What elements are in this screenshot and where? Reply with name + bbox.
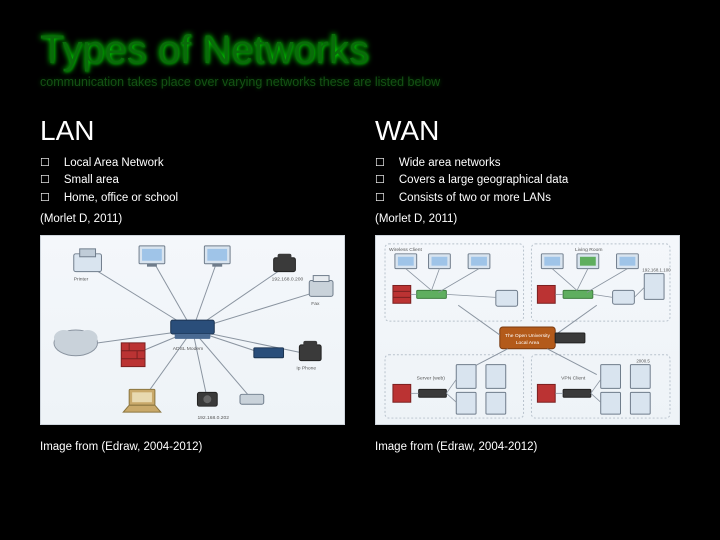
citation-lan: (Morlet D, 2011): [40, 213, 345, 225]
svg-text:VPN Client: VPN Client: [561, 375, 586, 381]
bullet-icon: ☐: [40, 172, 50, 189]
slide-subtitle: communication takes place over varying n…: [40, 75, 680, 89]
bullet-text: Home, office or school: [64, 190, 178, 207]
caption-wan: Image from (Edraw, 2004-2012): [375, 441, 680, 453]
heading-wan: WAN: [375, 115, 680, 147]
svg-text:192.168.0.200: 192.168.0.200: [272, 276, 304, 282]
bullet-icon: ☐: [375, 155, 385, 172]
svg-text:Local Area: Local Area: [516, 340, 540, 346]
svg-text:Server (web): Server (web): [417, 375, 446, 381]
svg-text:Wireless Client: Wireless Client: [389, 247, 423, 253]
bullet-icon: ☐: [40, 155, 50, 172]
column-wan: WAN ☐ Wide area networks ☐ Covers a large …: [375, 115, 680, 453]
svg-text:Fax: Fax: [311, 301, 320, 307]
caption-lan: Image from (Edraw, 2004-2012): [40, 441, 345, 453]
bullet-text: Wide area networks: [399, 155, 501, 172]
svg-text:192.168.0.202: 192.168.0.202: [197, 415, 229, 421]
bullet-icon: ☐: [40, 190, 50, 207]
bullet-text: Small area: [64, 172, 119, 189]
svg-text:Printer: Printer: [74, 276, 89, 282]
bullet-text: Covers a large geographical data: [399, 172, 568, 189]
bullet-icon: ☐: [375, 172, 385, 189]
svg-text:The Open University: The Open University: [505, 333, 551, 339]
heading-lan: LAN: [40, 115, 345, 147]
svg-text:ADSL Modem: ADSL Modem: [173, 346, 204, 352]
columns-container: LAN ☐ Local Area Network ☐ Small area ☐ Hom…: [40, 115, 680, 453]
svg-text:192.168.1.100: 192.168.1.100: [642, 267, 671, 272]
svg-text:2000.5: 2000.5: [636, 358, 650, 363]
column-lan: LAN ☐ Local Area Network ☐ Small area ☐ Hom…: [40, 115, 345, 453]
bullets-wan: ☐ Wide area networks ☐ Covers a large geog…: [375, 155, 680, 207]
svg-text:Living Room: Living Room: [575, 247, 602, 253]
diagram-wan: The Open University Local Area: [375, 235, 680, 425]
svg-text:Ip Phone: Ip Phone: [296, 365, 316, 371]
slide-title: Types of Networks: [40, 28, 680, 73]
bullets-lan: ☐ Local Area Network ☐ Small area ☐ Home, o…: [40, 155, 345, 207]
bullet-text: Consists of two or more LANs: [399, 190, 551, 207]
citation-wan: (Morlet D, 2011): [375, 213, 680, 225]
diagram-lan: Printer 192.168.0.200 Fax ADSL Modem Ip …: [40, 235, 345, 425]
bullet-icon: ☐: [375, 190, 385, 207]
bullet-text: Local Area Network: [64, 155, 164, 172]
